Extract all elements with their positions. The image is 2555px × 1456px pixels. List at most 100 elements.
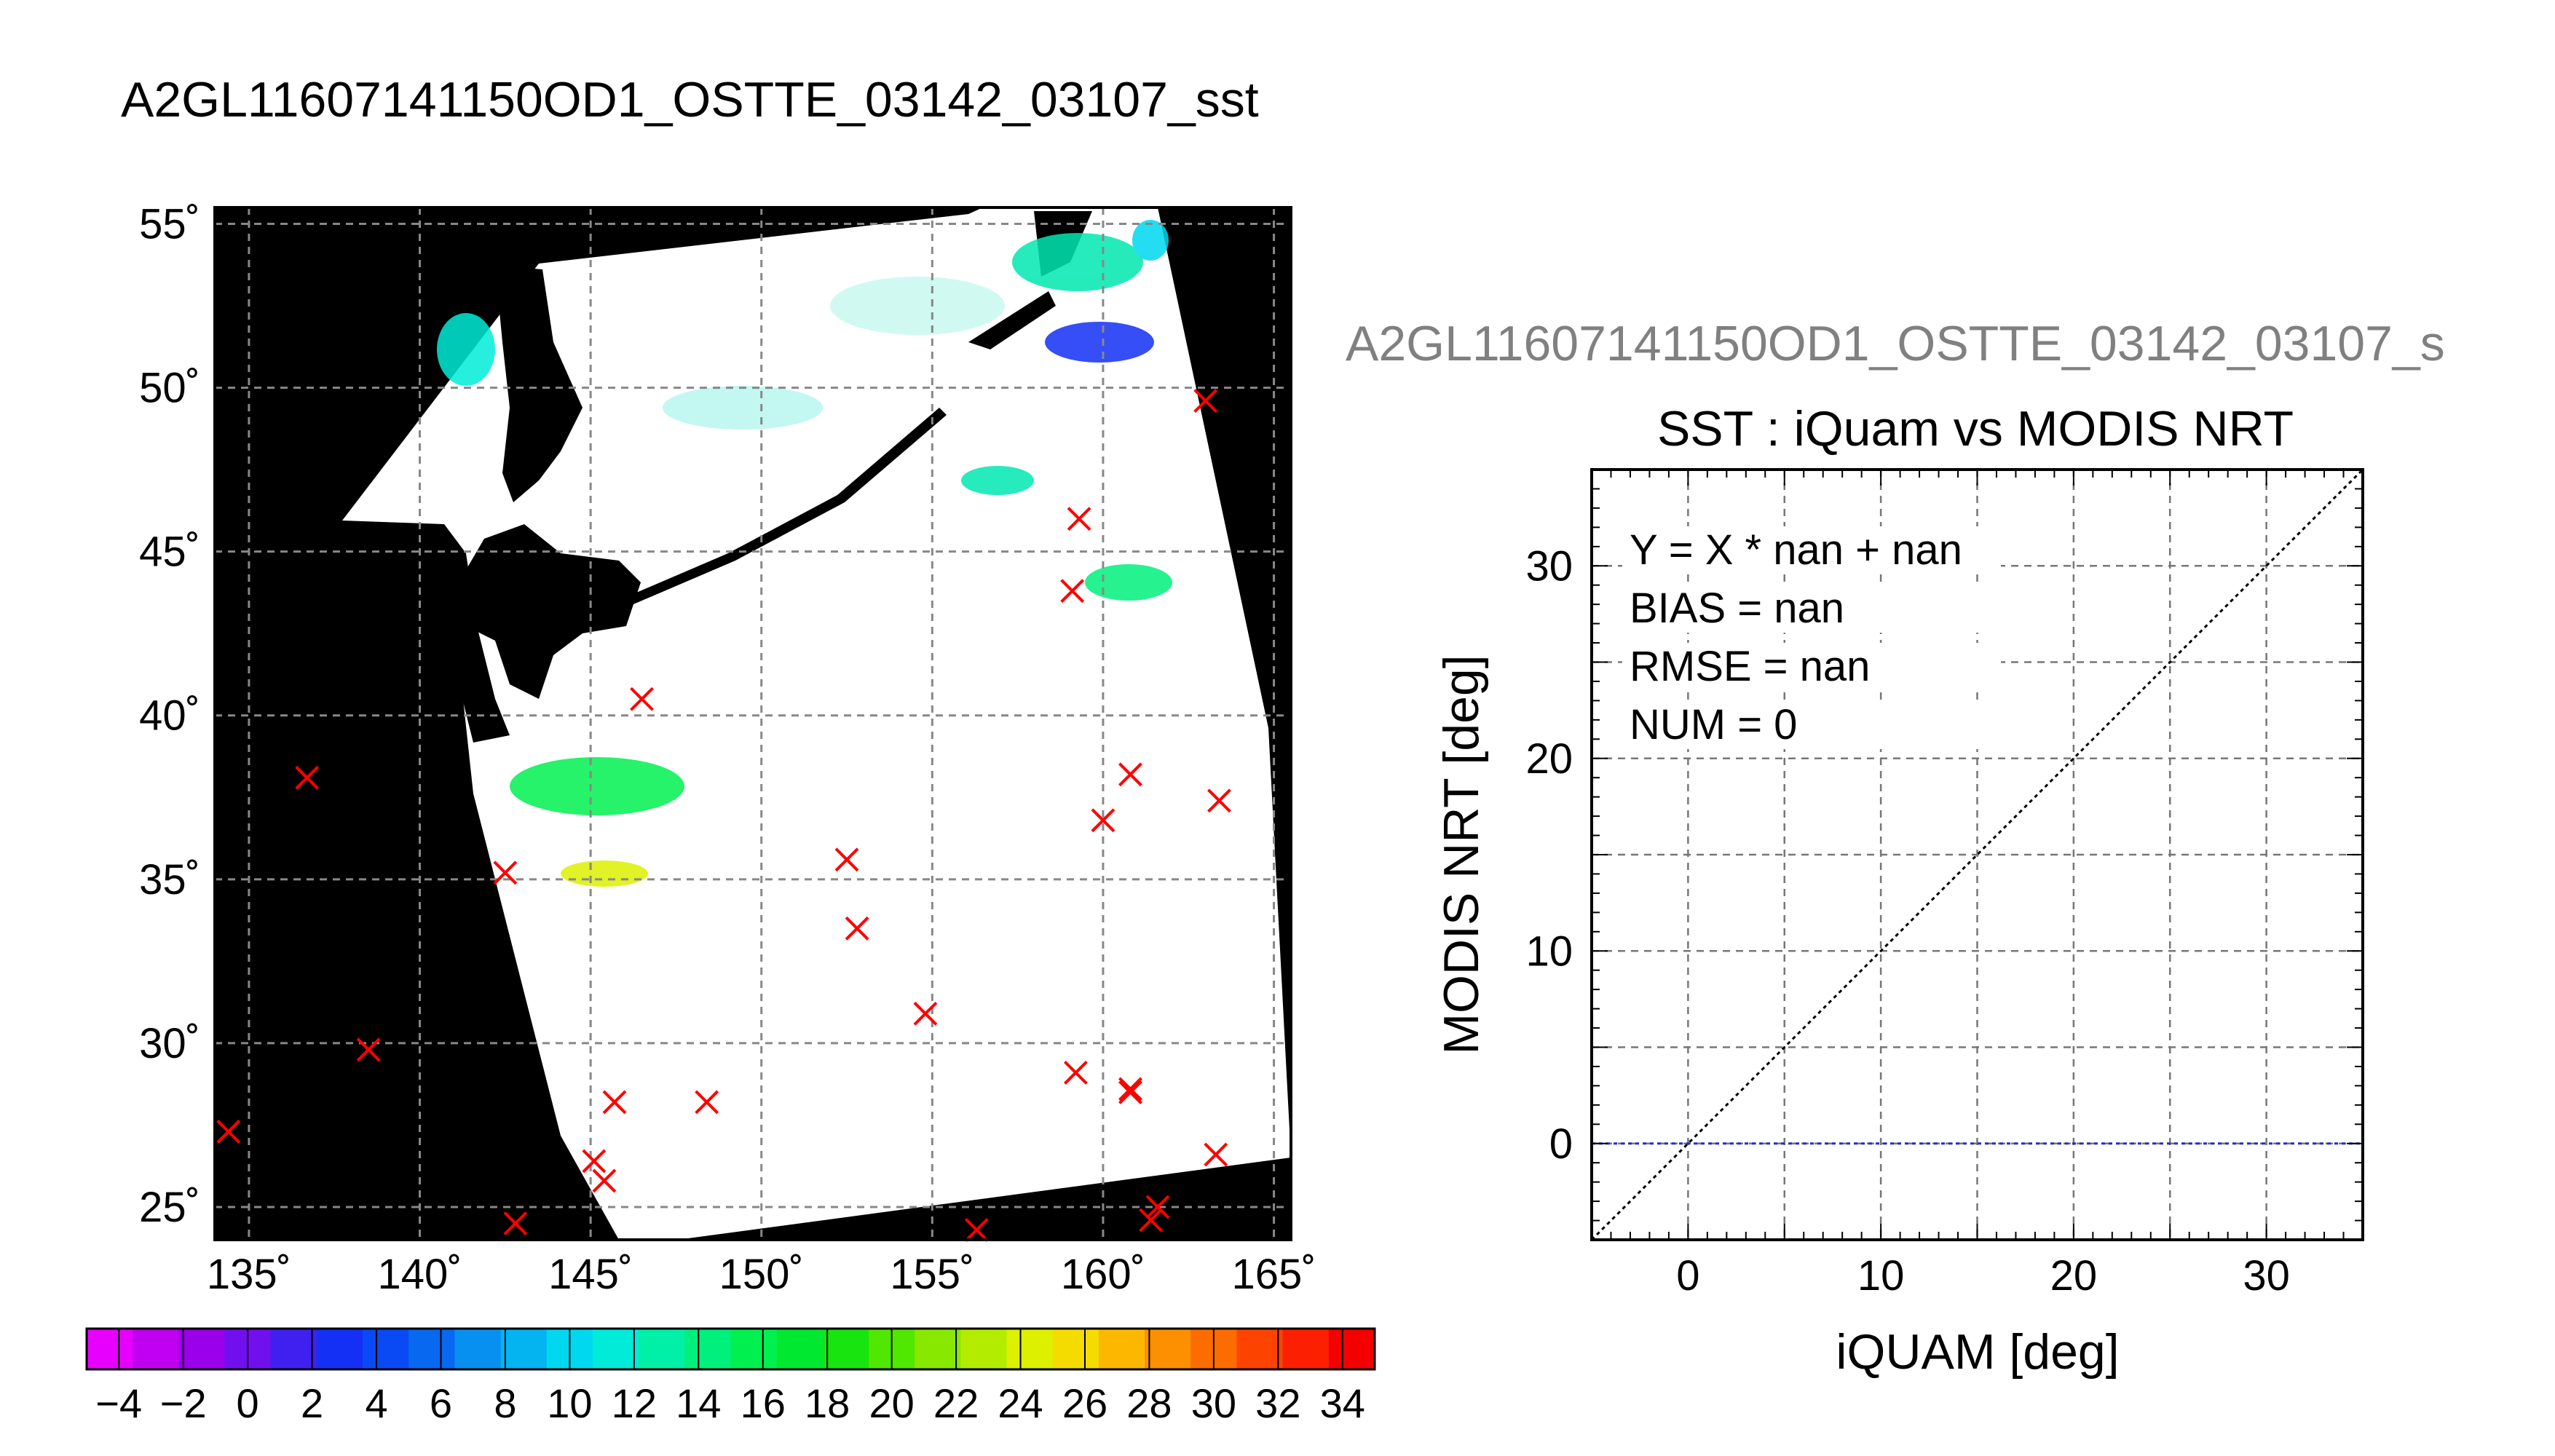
lon-tick-labels: 135˚ 140˚ 145˚ 150˚ 155˚ 160˚ 165˚: [207, 1251, 1316, 1298]
sst-patch: [1132, 220, 1169, 261]
colorbar-segment: [500, 1329, 548, 1369]
y-tick-label: 30: [1525, 542, 1573, 590]
iquam-marker: [1060, 579, 1085, 604]
colorbar-segment: [684, 1329, 731, 1369]
lat-tick-label: 25˚: [139, 1184, 200, 1231]
marker-stroke: [913, 1001, 938, 1026]
x-tick-label: 0: [1676, 1252, 1699, 1299]
y-tick-label: 0: [1549, 1120, 1573, 1168]
stats-line: BIAS = nan: [1630, 585, 1844, 632]
colorbar-segment: [316, 1329, 363, 1369]
land-kamchatka-tip: [968, 291, 1056, 349]
stats-backdrop: [1622, 585, 2001, 633]
stats-line: RMSE = nan: [1630, 643, 1870, 690]
colorbar-tick-label: 6: [430, 1380, 452, 1426]
stats-backdrop: [1622, 526, 2001, 574]
lat-tick-label: 40˚: [139, 692, 200, 740]
marker-stroke: [1067, 507, 1091, 531]
sst-patch: [663, 386, 823, 430]
colorbar-segment: [178, 1329, 226, 1369]
iquam-marker: [493, 860, 518, 885]
iquam-marker: [602, 1090, 627, 1115]
colorbar-segment: [639, 1329, 685, 1369]
colorbar-segment: [1052, 1329, 1099, 1369]
marker-stroke: [356, 1037, 381, 1062]
iquam-marker: [295, 765, 320, 790]
marker-stroke: [1207, 788, 1231, 813]
lon-tick-label: 145˚: [548, 1251, 633, 1298]
x-tick-labels: 0 10 20 30: [1676, 1252, 2290, 1299]
iquam-marker: [834, 847, 859, 872]
marker-stroke: [1063, 1061, 1088, 1085]
colorbar-tick-label: −4: [95, 1380, 142, 1426]
iquam-marker: [1145, 1195, 1170, 1219]
lat-tick-labels: 55˚ 50˚ 45˚ 40˚ 35˚ 30˚ 25˚: [139, 201, 200, 1231]
iquam-marker: [1193, 389, 1218, 414]
y-axis-label: MODIS NRT [deg]: [1434, 654, 1489, 1054]
colorbar-segment: [776, 1329, 824, 1369]
colorbar-segment: [822, 1329, 869, 1369]
colorbar-tick-label: 30: [1191, 1380, 1236, 1426]
iquam-markers: [216, 389, 1231, 1242]
marker-stroke: [592, 1168, 617, 1193]
stats-line: NUM = 0: [1630, 701, 1797, 748]
colorbar-tick-label: 26: [1062, 1380, 1107, 1426]
sst-patch: [510, 757, 684, 815]
iquam-marker: [503, 1211, 528, 1235]
scatter-header: A2GL11607141150OD1_OSTTE_03142_03107_s: [1346, 316, 2445, 371]
iquam-marker: [845, 916, 869, 941]
colorbar-tick-label: 12: [612, 1380, 657, 1426]
colorbar-tick-label: 10: [547, 1380, 592, 1426]
marker-stroke: [582, 1149, 607, 1174]
y-tick-label: 10: [1525, 927, 1573, 975]
lat-tick-label: 30˚: [139, 1020, 200, 1067]
iquam-marker: [582, 1149, 607, 1174]
iquam-marker: [1067, 507, 1091, 531]
iquam-marker: [592, 1168, 617, 1193]
land-sakhalin: [495, 266, 583, 502]
iquam-marker: [630, 687, 654, 711]
lat-tick-label: 55˚: [139, 201, 200, 248]
colorbar-tick-label: 8: [494, 1380, 516, 1426]
marker-stroke: [602, 1090, 627, 1115]
marker-stroke: [695, 1090, 719, 1115]
colorbar-tick-label: 0: [237, 1380, 259, 1426]
marker-stroke: [834, 847, 859, 872]
lon-tick-label: 135˚: [207, 1251, 291, 1298]
map-title: A2GL11607141150OD1_OSTTE_03142_03107_sst: [121, 72, 1259, 127]
lon-tick-label: 140˚: [377, 1251, 462, 1298]
colorbar-segment: [1236, 1329, 1284, 1369]
iquam-marker: [216, 1120, 241, 1144]
lat-tick-label: 50˚: [139, 365, 200, 412]
colorbar-segment: [270, 1329, 317, 1369]
iquam-marker: [1091, 808, 1115, 833]
scatter-minor-ticks: [1591, 469, 2364, 1241]
land-honshu: [444, 524, 510, 743]
iquam-marker: [1139, 1208, 1164, 1233]
scatter-reference-lines: [1590, 468, 2364, 1241]
sst-patch: [561, 860, 648, 887]
marker-stroke: [493, 860, 518, 885]
sst-swath: [342, 207, 1291, 1240]
colorbar-tick-label: 32: [1255, 1380, 1300, 1426]
colorbar-segment: [592, 1329, 639, 1369]
colorbar-tick-label: 14: [676, 1380, 721, 1426]
x-tick-label: 30: [2243, 1252, 2290, 1299]
map-grid: [215, 207, 1291, 1240]
colorbar-tick-label: 18: [805, 1380, 850, 1426]
colorbar-segment: [915, 1329, 961, 1369]
colorbar-tick-label: 24: [998, 1380, 1043, 1426]
iquam-marker: [695, 1090, 719, 1115]
marker-stroke: [1204, 1142, 1228, 1167]
lon-tick-label: 155˚: [890, 1251, 974, 1298]
marker-stroke: [295, 765, 320, 790]
x-axis-label: iQUAM [deg]: [1836, 1324, 2119, 1380]
colorbar-frame: [85, 1327, 1376, 1371]
y-tick-label: 20: [1525, 735, 1573, 783]
scatter-title: SST : iQuam vs MODIS NRT: [1657, 401, 2294, 456]
marker-stroke: [1060, 579, 1085, 604]
sst-patch: [1012, 233, 1143, 291]
colorbar-segment: [730, 1329, 778, 1369]
sst-patch: [1045, 322, 1154, 363]
